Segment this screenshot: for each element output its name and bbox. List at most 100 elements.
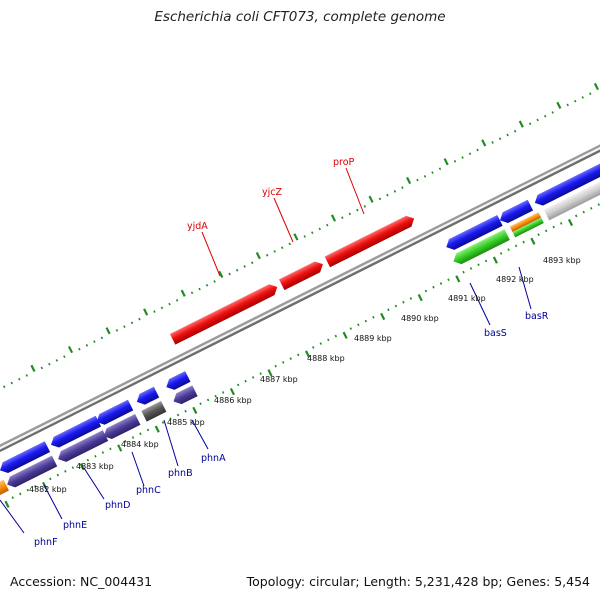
minor-tick [468,152,472,156]
gene-label-yjcZ[interactable]: yjcZ [262,187,282,198]
gene-label-phnA[interactable]: phnA [201,453,226,464]
minor-tick [401,186,404,189]
minor-tick [522,240,525,244]
minor-tick [251,376,255,379]
minor-tick [536,118,539,122]
gene-label-phnB[interactable]: phnB [168,468,193,479]
minor-tick [514,244,518,248]
minor-tick [71,466,75,469]
gene-label-phnD[interactable]: phnD [105,500,130,511]
gene-phnD[interactable] [94,399,134,428]
major-tick [342,331,348,339]
minor-tick [477,263,480,267]
minor-tick [19,492,22,496]
gene-next-1 [534,156,600,206]
gene-basS[interactable] [444,214,503,253]
minor-tick [356,208,359,212]
minor-tick [513,129,517,133]
minor-tick [303,235,306,238]
gene-yjcZ[interactable] [279,259,326,291]
minor-tick [26,488,29,492]
minor-tick [40,366,44,370]
minor-tick [3,385,6,389]
major-tick [417,294,423,302]
major-tick [556,101,562,109]
gene-proP[interactable] [324,213,417,268]
gene-yjdA[interactable] [169,282,280,345]
minor-tick [394,304,398,308]
minor-tick [213,280,216,283]
major-tick [154,425,160,433]
minor-tick [537,233,540,236]
minor-tick [334,334,338,338]
gene-phnC[interactable] [134,386,160,408]
major-tick [443,158,449,166]
minor-tick [244,379,247,383]
minor-tick [259,372,262,375]
minor-tick [168,302,171,306]
minor-tick [10,381,13,385]
gene-label-phnE[interactable]: phnE [63,520,87,531]
major-tick [79,463,85,471]
major-tick [330,214,337,222]
minor-tick [491,141,494,144]
gene-phnB[interactable] [164,371,191,392]
gene-label-proP[interactable]: proP [333,157,355,168]
minor-tick [93,340,96,343]
minor-tick [205,283,209,287]
minor-tick [281,246,284,250]
major-tick [455,275,461,283]
minor-tick [528,122,532,126]
minor-tick [424,289,428,293]
minor-tick [199,402,202,406]
minor-tick [123,325,126,328]
minor-tick [461,156,464,159]
major-tick [229,387,235,396]
minor-tick [235,268,239,272]
major-tick [567,218,574,227]
bas-genes [444,156,600,265]
gene-label-basS[interactable]: basS [484,328,507,339]
minor-tick [312,346,315,349]
minor-tick [311,231,314,235]
cds-basR-green [512,217,544,238]
minor-tick [86,458,90,462]
gene-phnE[interactable] [48,415,102,450]
minor-tick [153,310,156,313]
minor-tick [101,451,105,454]
gene-phnF[interactable] [0,441,51,475]
minor-tick [139,432,142,436]
gene-basR[interactable] [497,199,534,226]
minor-tick [273,250,276,253]
minor-tick [131,436,135,439]
cds-phnC-gray [141,401,167,422]
gene-label-basR[interactable]: basR [525,311,549,322]
minor-tick [282,361,285,364]
minor-tick [288,242,291,246]
gene-label-yjdA[interactable]: yjdA [187,221,208,232]
minor-tick [544,229,548,233]
minor-tick [190,291,194,295]
minor-tick [581,96,584,99]
minor-tick [228,272,231,276]
minor-tick [318,227,321,231]
gene-label-phnF[interactable]: phnF [34,537,58,548]
major-tick [267,369,273,377]
minor-tick [469,267,473,270]
minor-tick [447,278,450,282]
gene-label-phnC[interactable]: phnC [136,485,161,496]
minor-tick [552,225,555,229]
minor-tick [214,394,217,398]
major-tick [67,345,74,354]
map-title: Escherichia coli CFT073, complete genome [154,9,446,25]
minor-tick [55,359,59,362]
minor-tick [265,253,269,257]
minor-tick [327,338,330,342]
minor-tick [574,99,577,103]
scale-label-4885: 4885 kbp [167,418,205,427]
major-tick [180,289,186,297]
accession-text: Accession: NC_004431 [10,574,153,589]
minor-tick [236,383,240,387]
minor-tick [439,282,443,285]
